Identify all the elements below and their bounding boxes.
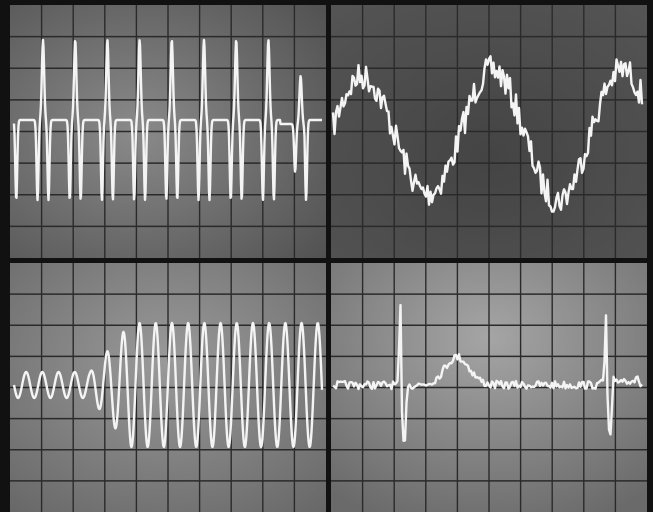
waveform (331, 55, 644, 213)
waveform (332, 303, 643, 442)
traces (12, 38, 644, 449)
waveform (12, 321, 324, 449)
waveform (12, 38, 323, 202)
